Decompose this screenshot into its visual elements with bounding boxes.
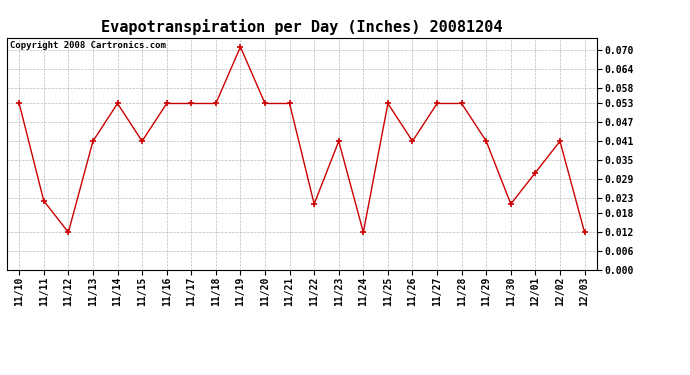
Title: Evapotranspiration per Day (Inches) 20081204: Evapotranspiration per Day (Inches) 2008… — [101, 19, 502, 35]
Text: Copyright 2008 Cartronics.com: Copyright 2008 Cartronics.com — [10, 41, 166, 50]
